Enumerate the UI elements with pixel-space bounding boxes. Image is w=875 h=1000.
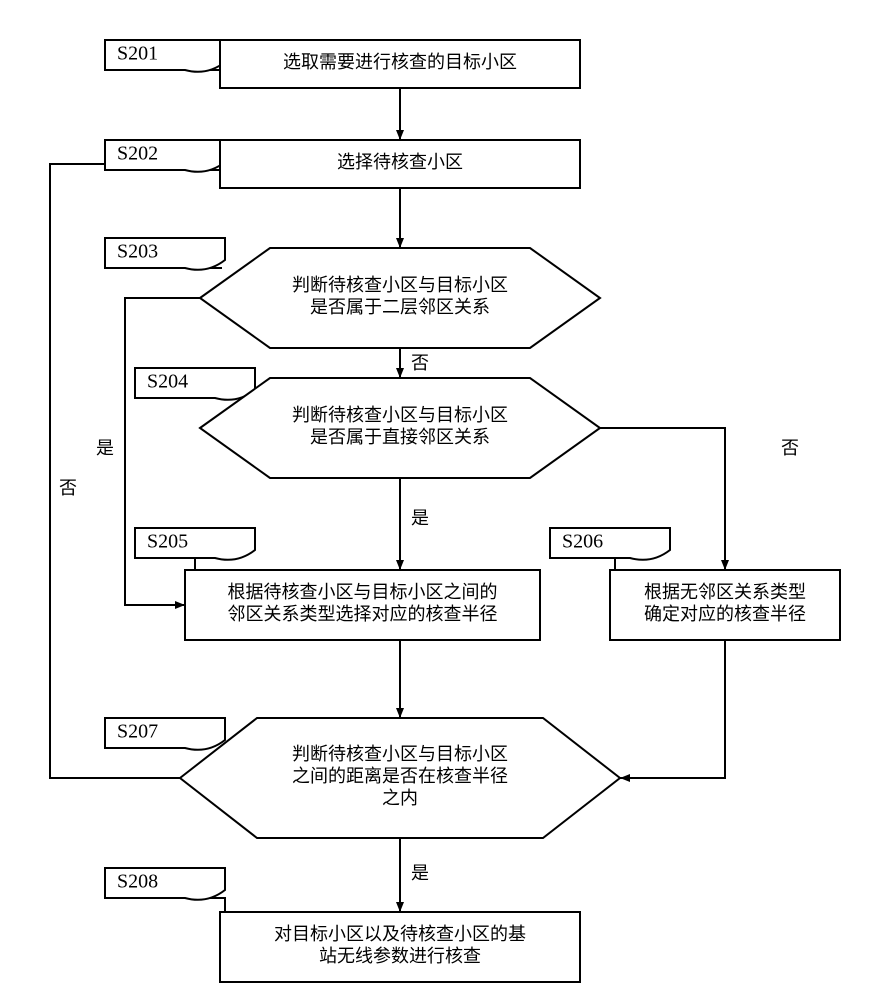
nodes: S201 选取需要进行核查的目标小区 S202 选择待核查小区 S203 判断待核查小区与… xyxy=(105,40,840,982)
edge-label: 是 xyxy=(411,863,429,883)
diamond-text: 判断待核查小区与目标小区 xyxy=(292,744,508,764)
edge-label: 是 xyxy=(411,508,429,528)
edge xyxy=(620,640,725,778)
step-label-text: S207 xyxy=(117,721,158,743)
step-label-text: S206 xyxy=(562,531,603,553)
box-text: 选择待核查小区 xyxy=(337,152,463,172)
diamond-text: 是否属于直接邻区关系 xyxy=(310,427,490,447)
box-text: 根据待核查小区与目标小区之间的 xyxy=(228,582,498,602)
step-label-text: S203 xyxy=(117,241,158,263)
flowchart-canvas: 否是是否是否S201选取需要进行核查的目标小区S202选择待核查小区S203判断… xyxy=(0,0,875,1000)
edge-label: 否 xyxy=(411,353,429,373)
step-label-text: S202 xyxy=(117,143,158,165)
step-label-text: S204 xyxy=(147,371,188,393)
box-text: 站无线参数进行核查 xyxy=(319,946,481,966)
diamond-text: 判断待核查小区与目标小区 xyxy=(292,405,508,425)
diamond-text: 判断待核查小区与目标小区 xyxy=(292,275,508,295)
diamond-text: 之间的距离是否在核查半径 xyxy=(292,766,508,786)
edge-label: 是 xyxy=(96,438,114,458)
box-text: 对目标小区以及待核查小区的基 xyxy=(274,924,526,944)
edge-label: 否 xyxy=(59,478,77,498)
box-text: 根据无邻区关系类型 xyxy=(644,582,806,602)
edge-label: 否 xyxy=(781,438,799,458)
diamond-text: 是否属于二层邻区关系 xyxy=(310,297,490,317)
diamond-text: 之内 xyxy=(382,788,418,808)
step-label-text: S205 xyxy=(147,531,188,553)
box-text: 确定对应的核查半径 xyxy=(644,604,806,624)
box-text: 选取需要进行核查的目标小区 xyxy=(283,52,517,72)
step-label-text: S208 xyxy=(117,871,158,893)
step-label-text: S201 xyxy=(117,43,158,65)
box-text: 邻区关系类型选择对应的核查半径 xyxy=(228,604,498,624)
edge xyxy=(165,898,225,917)
